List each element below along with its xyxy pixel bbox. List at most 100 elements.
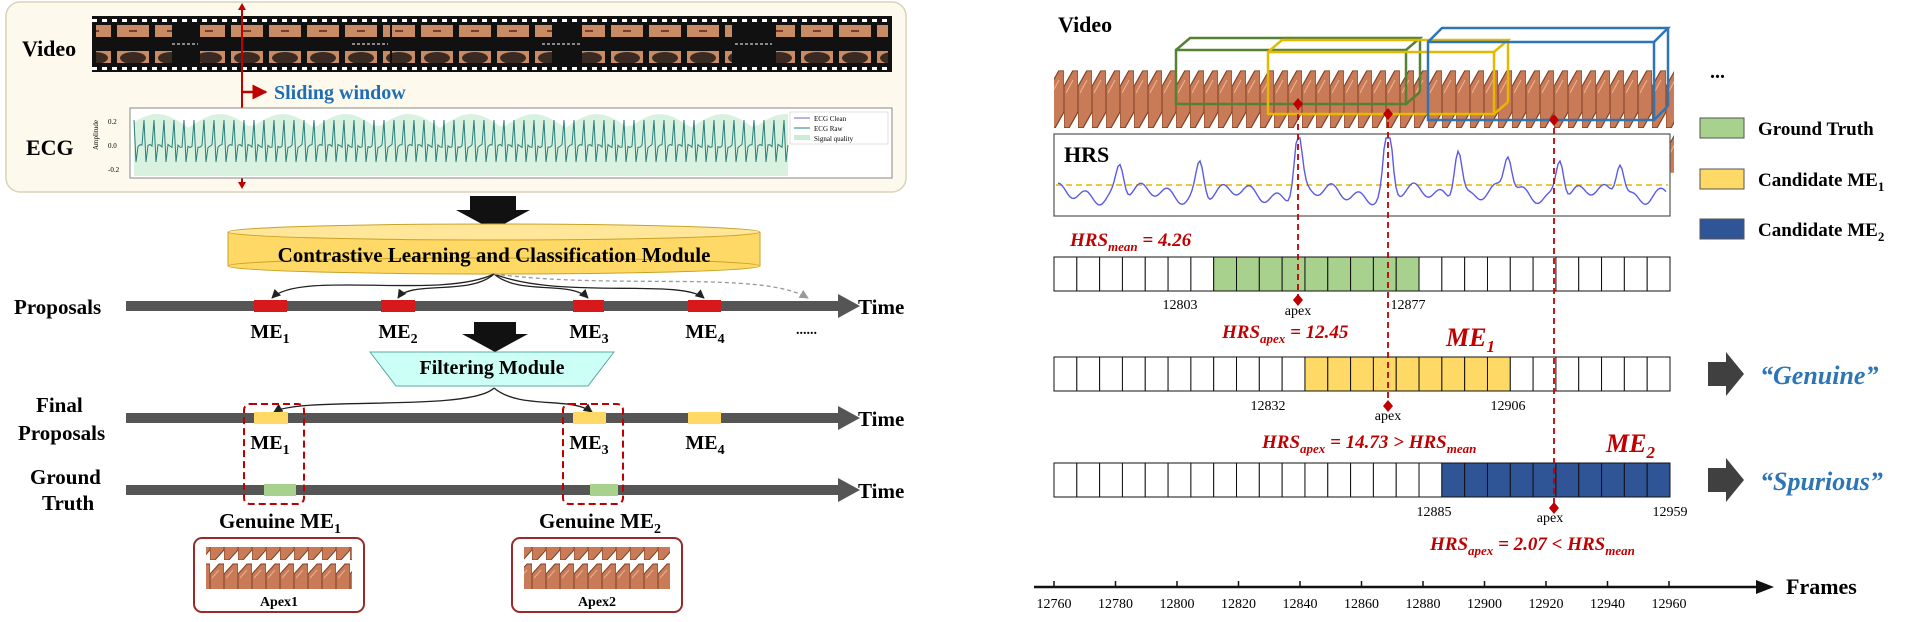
c2-frame-cell	[1304, 462, 1329, 498]
c2-frame-cell	[1213, 462, 1238, 498]
gt-frame-cell	[1213, 256, 1238, 292]
gt-frame-cell	[1144, 256, 1169, 292]
frames-axis-arrowhead	[1756, 580, 1774, 594]
axis-tick-label: 12760	[1037, 597, 1072, 612]
c2-frame-cell	[1258, 462, 1283, 498]
axis-tick-label: 12880	[1406, 597, 1441, 612]
gt-frame-cell	[1555, 256, 1580, 292]
c1-frame-cell	[1646, 356, 1671, 392]
apex-marker-3a	[1549, 114, 1559, 126]
ecg-label: ECG	[26, 135, 74, 160]
apex-label-1: Apex1	[260, 595, 298, 610]
gt-frame-cell	[1236, 256, 1260, 292]
apex-label-2: Apex2	[578, 595, 616, 610]
gt-frame-cell	[1509, 256, 1534, 292]
genuine-label-1: Genuine ME1	[219, 509, 341, 537]
proposals-label: Proposals	[14, 295, 101, 319]
c2-frame-cell	[1555, 462, 1580, 498]
final-segment-me1	[254, 412, 288, 424]
c2-frame-cell	[1167, 462, 1192, 498]
c2-frame-cell	[1509, 462, 1534, 498]
c2-frame-cell	[1418, 462, 1443, 498]
gt-frame-cell	[1076, 256, 1101, 292]
gt-frame-cell	[1190, 256, 1215, 292]
c2-frame-cell	[1327, 462, 1352, 498]
ecg-signal-line	[133, 119, 789, 163]
legend-swatch-candidate-me2	[1699, 218, 1745, 240]
c1-frame-cell	[1076, 356, 1101, 392]
gt-frame-cell	[1486, 256, 1511, 292]
proposal-label-me1: ME1	[250, 321, 289, 347]
c1-frame-cell	[1350, 356, 1374, 392]
final-label-1: Final	[36, 393, 83, 417]
c1-frame-cell	[1121, 356, 1146, 392]
proposal-label-me2: ME2	[378, 321, 417, 347]
gt-end-frame: 12877	[1391, 298, 1426, 313]
c1-frame-cell	[1327, 356, 1352, 392]
apex-marker-3b	[1549, 502, 1559, 514]
gt-frame-cell	[1258, 256, 1283, 292]
legend-swatch-candidate-me1	[1699, 168, 1745, 190]
gt-frame-cell	[1121, 256, 1146, 292]
time-label: Time	[858, 295, 904, 319]
sliding-window-top-marker	[238, 3, 246, 10]
gt-frame-cell	[1327, 256, 1352, 292]
me1-label: ME1	[1445, 323, 1495, 356]
c2-frame-cell	[1441, 462, 1466, 498]
c2-frame-cell	[1236, 462, 1260, 498]
me2-label: ME2	[1605, 429, 1655, 462]
apex-marker-1a	[1293, 98, 1303, 110]
ecg-legend-raw: ECG Raw	[814, 125, 844, 133]
gt-frame-cell	[1464, 256, 1488, 292]
c1-frame-cell	[1304, 356, 1329, 392]
c2-frame-cell	[1053, 462, 1078, 498]
module-to-me3-arrow	[493, 273, 589, 299]
c1-frame-cell	[1441, 356, 1466, 392]
c1-frame-cell	[1053, 356, 1078, 392]
legend-label-candidate-me2: Candidate ME2	[1758, 220, 1884, 244]
axis-tick-label: 12800	[1160, 597, 1195, 612]
c1-frame-cell	[1623, 356, 1648, 392]
axis-tick-label: 12920	[1529, 597, 1564, 612]
candidate-me2-row	[1053, 462, 1671, 498]
c1-frame-cell	[1464, 356, 1488, 392]
candidate-me1-row	[1053, 356, 1671, 392]
axis-tick-label: 12900	[1467, 597, 1502, 612]
c2-frame-cell	[1121, 462, 1146, 498]
c1-frame-cell	[1532, 356, 1557, 392]
flow-arrow-down	[456, 196, 530, 230]
gt-label-1: Ground	[30, 465, 101, 489]
c1-start-frame: 12832	[1251, 399, 1286, 414]
filtering-module	[368, 351, 616, 387]
proposal-segment-me4	[688, 300, 721, 312]
video-filmstrip	[92, 16, 892, 72]
final-label-2: Proposals	[18, 421, 105, 445]
c1-frame-cell	[1395, 356, 1420, 392]
ecg-legend-quality: Signal quality	[814, 135, 854, 143]
legend-swatch-ground-truth	[1699, 117, 1745, 139]
ecg-ylabel: Amplitude	[92, 120, 100, 150]
c1-frame-cell	[1144, 356, 1169, 392]
right-legend: Ground Truth Candidate ME1 Candidate ME2	[1699, 117, 1884, 244]
c1-apex-label: apex	[1375, 409, 1401, 424]
window-box-yellow	[1266, 38, 1512, 116]
apex-box-1: Apex1	[193, 537, 365, 613]
c2-frame-cell	[1190, 462, 1215, 498]
c1-frame-cell	[1555, 356, 1580, 392]
module-to-more-arrow	[493, 273, 809, 299]
filtering-module-label: Filtering Module	[420, 357, 565, 379]
c2-frame-cell	[1623, 462, 1648, 498]
left-panel: Video Sliding window ECG Amplitude 0.	[5, 1, 907, 613]
hrs-apex3-text: HRSapex = 2.07 < HRSmean	[1429, 534, 1635, 558]
c2-apex-label: apex	[1537, 511, 1563, 526]
gt-frame-cell	[1395, 256, 1420, 292]
c2-start-frame: 12885	[1417, 505, 1452, 520]
c2-frame-cell	[1532, 462, 1557, 498]
final-segment-me3	[573, 412, 606, 424]
gt-frame-cell	[1623, 256, 1648, 292]
gt-start-frame: 12803	[1163, 298, 1198, 313]
c2-frame-cell	[1350, 462, 1374, 498]
gt-frame-cell	[1281, 256, 1306, 292]
gt-frame-cell	[1167, 256, 1192, 292]
frames-axis-ticks: 12760 12780 12800 12820 12840 12860 12880 12900…	[1037, 581, 1687, 612]
